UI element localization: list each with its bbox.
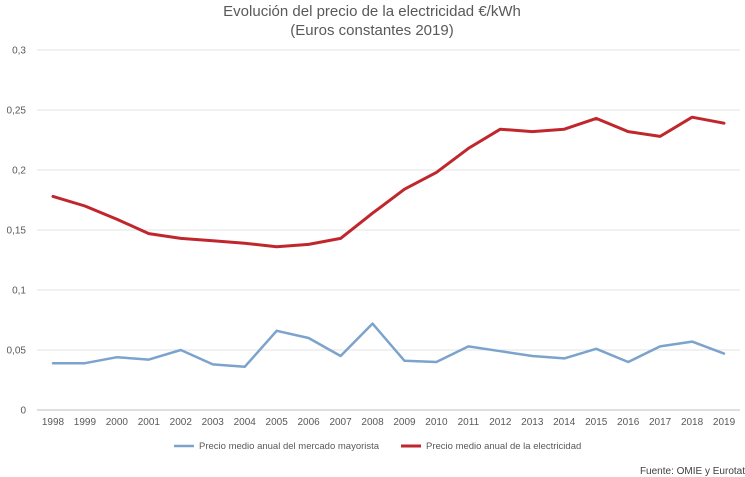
chart-title: Evolución del precio de la electricidad … <box>223 3 521 20</box>
x-tick-label: 2013 <box>521 417 544 428</box>
data-point <box>116 218 118 220</box>
x-tick-label: 2000 <box>106 417 129 428</box>
y-tick-label: 0,15 <box>7 226 27 237</box>
y-tick-label: 0,2 <box>12 166 26 177</box>
data-point <box>244 242 246 244</box>
x-tick-label: 2007 <box>329 417 352 428</box>
data-point <box>275 246 277 248</box>
series-0 <box>51 322 726 369</box>
x-tick-label: 2006 <box>297 417 320 428</box>
data-point <box>723 122 725 124</box>
data-point <box>467 147 469 149</box>
data-point <box>212 363 214 365</box>
data-point <box>180 237 182 239</box>
x-tick-label: 2014 <box>553 417 576 428</box>
series-line-0 <box>51 322 726 369</box>
data-point <box>595 117 597 119</box>
data-point <box>435 361 437 363</box>
data-point <box>595 348 597 350</box>
data-point <box>52 195 54 197</box>
data-point <box>148 358 150 360</box>
data-point <box>723 352 725 354</box>
x-tick-label: 2012 <box>489 417 512 428</box>
source-note: Fuente: OMIE y Eurotat <box>640 466 745 477</box>
y-axis-tick-labels: 0 0,05 0,1 0,15 0,2 0,25 0,3 <box>7 46 27 417</box>
y-tick-label: 0 <box>20 406 26 417</box>
data-point <box>659 345 661 347</box>
data-point <box>84 362 86 364</box>
data-point <box>403 188 405 190</box>
chart-subtitle: (Euros constantes 2019) <box>290 22 453 39</box>
data-point <box>691 116 693 118</box>
series-1 <box>51 115 726 249</box>
data-point <box>307 243 309 245</box>
data-point <box>659 135 661 137</box>
data-point <box>244 366 246 368</box>
data-point <box>371 322 373 324</box>
x-tick-label: 2004 <box>234 417 257 428</box>
data-point <box>563 128 565 130</box>
x-tick-label: 2001 <box>138 417 161 428</box>
data-point <box>435 171 437 173</box>
legend: Precio medio anual del mercado mayorista… <box>174 441 581 452</box>
data-point <box>339 237 341 239</box>
data-point <box>531 130 533 132</box>
data-point <box>307 337 309 339</box>
data-point <box>339 355 341 357</box>
x-tick-label: 1999 <box>74 417 97 428</box>
data-point <box>467 345 469 347</box>
data-point <box>627 361 629 363</box>
x-tick-label: 2017 <box>649 417 672 428</box>
x-tick-label: 1998 <box>42 417 65 428</box>
data-point <box>403 360 405 362</box>
data-point <box>212 240 214 242</box>
x-tick-label: 2018 <box>681 417 704 428</box>
x-tick-label: 2019 <box>713 417 736 428</box>
gridlines <box>37 49 740 411</box>
x-tick-label: 2005 <box>266 417 289 428</box>
data-point <box>371 212 373 214</box>
x-tick-label: 2010 <box>425 417 448 428</box>
y-tick-label: 0,05 <box>7 346 27 357</box>
y-tick-label: 0,3 <box>12 46 26 57</box>
data-point <box>116 356 118 358</box>
data-point <box>52 362 54 364</box>
x-tick-label: 2016 <box>617 417 640 428</box>
data-point <box>531 355 533 357</box>
legend-label-electricity: Precio medio anual de la electricidad <box>426 441 581 452</box>
data-point <box>275 330 277 332</box>
data-point <box>148 232 150 234</box>
y-tick-label: 0,25 <box>7 106 27 117</box>
legend-label-wholesale: Precio medio anual del mercado mayorista <box>199 441 380 452</box>
data-point <box>180 349 182 351</box>
y-tick-label: 0,1 <box>12 286 26 297</box>
data-point <box>691 340 693 342</box>
data-point <box>563 357 565 359</box>
series-lines <box>51 115 726 369</box>
data-point <box>84 205 86 207</box>
x-tick-label: 2011 <box>458 417 480 428</box>
x-tick-label: 2002 <box>170 417 193 428</box>
x-tick-label: 2015 <box>585 417 608 428</box>
data-point <box>499 128 501 130</box>
data-point <box>499 350 501 352</box>
x-tick-label: 2008 <box>361 417 384 428</box>
x-axis-tick-labels: 1998 1999 2000 2001 2002 2003 2004 2005 2006 2007… <box>42 417 736 428</box>
x-tick-label: 2009 <box>393 417 416 428</box>
series-line-1 <box>51 115 726 249</box>
x-tick-label: 2003 <box>202 417 225 428</box>
data-point <box>627 130 629 132</box>
